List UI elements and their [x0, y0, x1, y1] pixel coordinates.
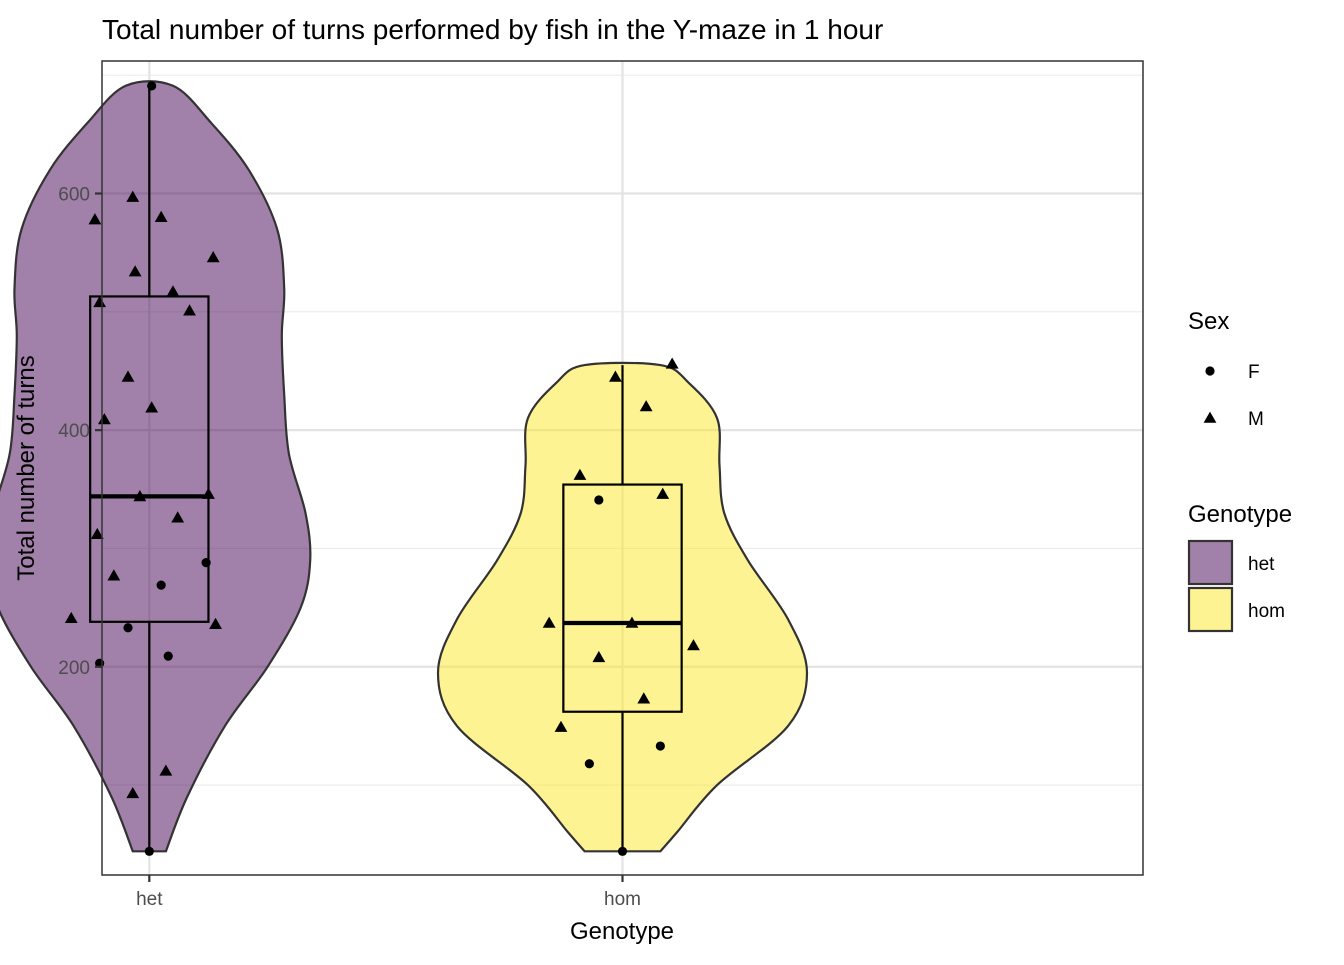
violins — [0, 80, 809, 853]
legend-title-genotype: Genotype — [1188, 501, 1292, 528]
point-male-het — [206, 251, 220, 263]
y-axis-label: Total number of turns — [13, 355, 40, 580]
point-female-het — [123, 623, 133, 633]
point-male-hom — [687, 639, 700, 651]
box-het — [89, 295, 210, 623]
point-female-hom — [617, 846, 628, 856]
violin-het — [0, 80, 312, 853]
point-male-het — [171, 511, 185, 523]
legend-label-sex-F: F — [1248, 362, 1260, 383]
point-male-het — [97, 413, 111, 425]
point-male-het — [159, 764, 173, 776]
point-male-hom — [592, 650, 606, 663]
point-female-het — [201, 558, 211, 568]
chart-title: Total number of turns performed by fish … — [102, 14, 883, 45]
legend-label-genotype-hom: hom — [1248, 601, 1285, 622]
point-male-het — [121, 370, 135, 382]
legend: Sex F M Genotype het hom — [1187, 308, 1292, 633]
x-axis-label: Genotype — [570, 918, 674, 945]
point-male-hom — [609, 370, 622, 382]
point-male-het — [126, 786, 140, 799]
point-male-hom — [656, 487, 670, 499]
violin-hom — [436, 361, 809, 853]
point-male-hom — [665, 357, 679, 369]
point-female-het — [147, 81, 157, 91]
y-tick-label: 200 — [58, 658, 90, 679]
y-tick-label: 400 — [58, 421, 90, 442]
axes: 200 400 600 het hom — [58, 185, 641, 910]
point-female-hom — [594, 495, 604, 505]
legend-title-sex: Sex — [1188, 308, 1229, 335]
x-tick-label: het — [136, 889, 163, 910]
boxplots — [89, 85, 683, 852]
legend-key-hom — [1187, 586, 1234, 633]
legend-key-het — [1187, 539, 1234, 586]
point-female-hom — [584, 759, 594, 769]
x-tick-label: hom — [604, 889, 641, 910]
point-male-het — [166, 285, 180, 297]
point-male-het — [154, 210, 168, 222]
point-male-hom — [554, 720, 568, 732]
point-male-het — [126, 190, 140, 202]
point-female-het — [144, 846, 154, 856]
point-male-hom — [573, 468, 587, 480]
point-male-het — [145, 401, 159, 413]
point-female-hom — [655, 741, 665, 751]
box-hom — [562, 483, 683, 713]
point-male-het — [64, 611, 78, 624]
data-points — [64, 81, 700, 856]
point-male-het — [107, 569, 121, 581]
point-male-het — [202, 487, 215, 499]
point-male-het — [88, 213, 102, 225]
legend-label-genotype-het: het — [1248, 554, 1275, 575]
point-male-hom — [625, 616, 639, 628]
legend-key-circle — [1205, 366, 1215, 376]
y-tick-label: 600 — [58, 185, 90, 206]
point-female-het — [156, 580, 166, 590]
point-male-het — [209, 617, 222, 629]
point-male-hom — [639, 400, 653, 412]
point-male-het — [93, 295, 107, 308]
point-female-het — [163, 651, 173, 661]
point-male-hom — [637, 692, 651, 704]
point-male-het — [90, 527, 104, 540]
point-male-het — [133, 489, 147, 502]
legend-label-sex-M: M — [1248, 409, 1264, 430]
point-male-het — [128, 265, 142, 277]
point-male-het — [183, 304, 196, 316]
legend-key-triangle — [1203, 411, 1217, 423]
point-male-hom — [542, 616, 556, 628]
